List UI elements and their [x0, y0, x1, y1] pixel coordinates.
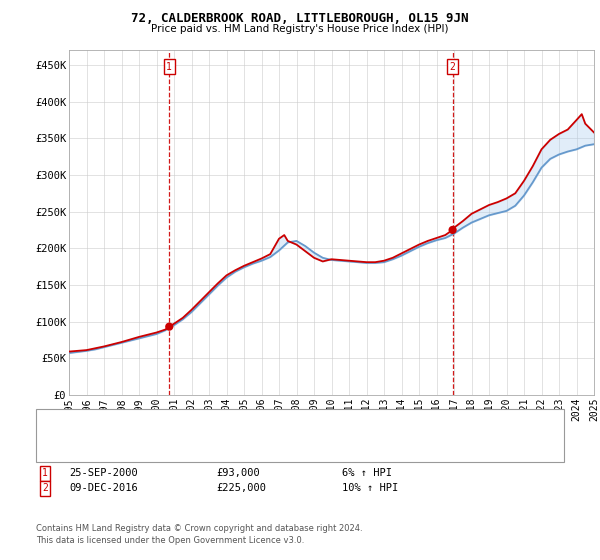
Text: £225,000: £225,000: [216, 483, 266, 493]
Point: [448, 226, 457, 235]
Point: [164, 322, 174, 331]
Text: ────: ────: [54, 412, 84, 426]
Text: 1: 1: [166, 62, 172, 72]
Text: 25-SEP-2000: 25-SEP-2000: [69, 468, 138, 478]
Text: ────: ────: [54, 427, 84, 441]
Text: 72, CALDERBROOK ROAD, LITTLEBOROUGH, OL15 9JN: 72, CALDERBROOK ROAD, LITTLEBOROUGH, OL1…: [131, 12, 469, 25]
Text: 2: 2: [449, 62, 455, 72]
Text: 72, CALDERBROOK ROAD, LITTLEBOROUGH, OL15 9JN (detached house): 72, CALDERBROOK ROAD, LITTLEBOROUGH, OL1…: [93, 414, 447, 424]
Text: Contains HM Land Registry data © Crown copyright and database right 2024.
This d: Contains HM Land Registry data © Crown c…: [36, 524, 362, 545]
Text: 2: 2: [42, 483, 48, 493]
Text: £93,000: £93,000: [216, 468, 260, 478]
Text: HPI: Average price, detached house, Rochdale: HPI: Average price, detached house, Roch…: [93, 429, 319, 439]
Text: 6% ↑ HPI: 6% ↑ HPI: [342, 468, 392, 478]
Text: 1: 1: [42, 468, 48, 478]
Text: Price paid vs. HM Land Registry's House Price Index (HPI): Price paid vs. HM Land Registry's House …: [151, 24, 449, 34]
Text: 10% ↑ HPI: 10% ↑ HPI: [342, 483, 398, 493]
Text: 09-DEC-2016: 09-DEC-2016: [69, 483, 138, 493]
